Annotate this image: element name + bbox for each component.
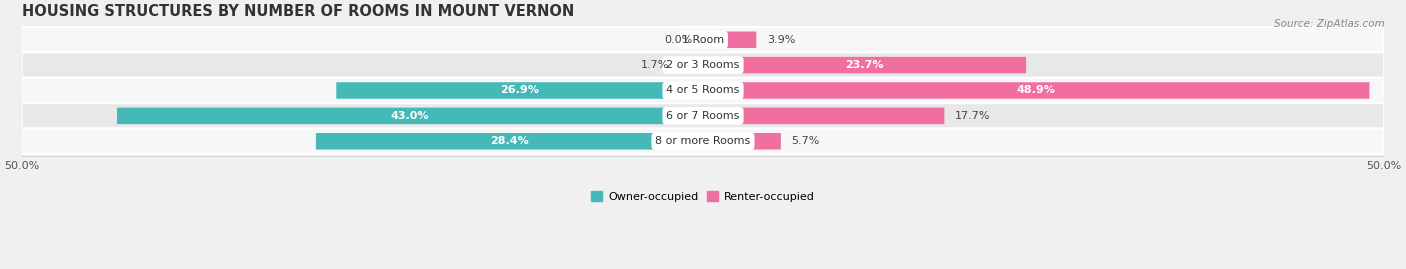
FancyBboxPatch shape [679,57,703,73]
Text: 43.0%: 43.0% [391,111,429,121]
Text: 1.7%: 1.7% [641,60,669,70]
Text: Source: ZipAtlas.com: Source: ZipAtlas.com [1274,19,1385,29]
Text: 3.9%: 3.9% [768,35,796,45]
Text: HOUSING STRUCTURES BY NUMBER OF ROOMS IN MOUNT VERNON: HOUSING STRUCTURES BY NUMBER OF ROOMS IN… [21,4,574,19]
Text: 8 or more Rooms: 8 or more Rooms [655,136,751,146]
Text: 48.9%: 48.9% [1017,86,1056,95]
FancyBboxPatch shape [316,133,703,150]
FancyBboxPatch shape [21,78,1385,103]
Legend: Owner-occupied, Renter-occupied: Owner-occupied, Renter-occupied [586,187,820,206]
FancyBboxPatch shape [703,57,1026,73]
FancyBboxPatch shape [21,103,1385,129]
Text: 17.7%: 17.7% [955,111,991,121]
Text: 0.0%: 0.0% [664,35,692,45]
FancyBboxPatch shape [117,108,703,124]
Text: 1 Room: 1 Room [682,35,724,45]
Text: 23.7%: 23.7% [845,60,884,70]
FancyBboxPatch shape [21,129,1385,154]
Text: 26.9%: 26.9% [501,86,538,95]
FancyBboxPatch shape [703,108,945,124]
FancyBboxPatch shape [336,82,703,99]
FancyBboxPatch shape [703,133,780,150]
Text: 5.7%: 5.7% [792,136,820,146]
Text: 2 or 3 Rooms: 2 or 3 Rooms [666,60,740,70]
FancyBboxPatch shape [21,52,1385,78]
FancyBboxPatch shape [703,31,756,48]
Text: 4 or 5 Rooms: 4 or 5 Rooms [666,86,740,95]
FancyBboxPatch shape [703,82,1369,99]
FancyBboxPatch shape [21,27,1385,52]
Text: 28.4%: 28.4% [491,136,529,146]
Text: 6 or 7 Rooms: 6 or 7 Rooms [666,111,740,121]
